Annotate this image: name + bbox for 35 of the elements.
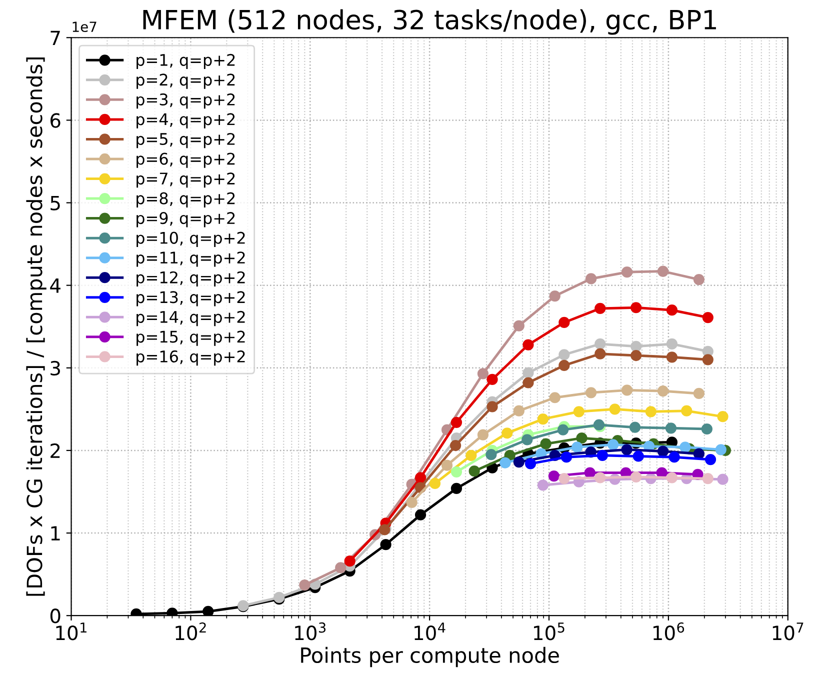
legend-label: p=1, q=p+2 (136, 54, 235, 70)
legend-label: p=14, q=p+2 (136, 310, 245, 326)
x-tick-label: 10$^{5}$ (534, 622, 564, 640)
x-tick-label: 10$^{2}$ (176, 622, 206, 640)
y-axis-title: [DOFs x CG iterations] / [compute nodes x seconds] (26, 57, 46, 596)
y-tick-label: 1 (51, 526, 60, 540)
y-tick-label: 6 (50, 113, 60, 128)
legend-label: p=7, q=p+2 (136, 172, 235, 188)
legend-label: p=6, q=p+2 (136, 152, 235, 168)
legend-label: p=9, q=p+2 (136, 212, 235, 228)
x-axis-title: Points per compute node (301, 646, 559, 668)
chart-title: MFEM (512 nodes, 32 tasks/node), gcc, BP1 (143, 9, 716, 35)
x-tick-label: 10$^{7}$ (772, 622, 804, 640)
y-tick-label: 4 (50, 278, 60, 293)
legend-label: p=15, q=p+2 (136, 330, 245, 346)
legend-label: p=3, q=p+2 (136, 93, 235, 109)
legend-label: p=10, q=p+2 (136, 232, 245, 247)
legend-label: p=16, q=p+2 (136, 350, 245, 366)
legend-label: p=2, q=p+2 (136, 74, 235, 89)
x-tick-label: 10$^{4}$ (414, 622, 446, 640)
y-tick-label: 5 (50, 196, 60, 210)
legend-label: p=4, q=p+2 (136, 113, 235, 128)
x-tick-label: 10$^{3}$ (295, 622, 326, 640)
text: 1e7 (72, 22, 96, 32)
x-tick-label: 10$^{1}$ (56, 622, 86, 640)
legend-label: p=5, q=p+2 (136, 132, 235, 148)
legend-label: p=12, q=p+2 (136, 271, 245, 287)
legend-label: p=11, q=p+2 (136, 252, 245, 267)
x-tick-label: 10$^{6}$ (653, 622, 684, 640)
legend-label: p=13, q=p+2 (136, 291, 245, 306)
legend-label: p=8, q=p+2 (136, 192, 235, 208)
y-tick-label: 0 (50, 608, 60, 624)
y-tick-label: 7 (50, 30, 60, 46)
y-tick-label: 2 (50, 443, 60, 458)
y-tick-label: 3 (50, 360, 60, 376)
